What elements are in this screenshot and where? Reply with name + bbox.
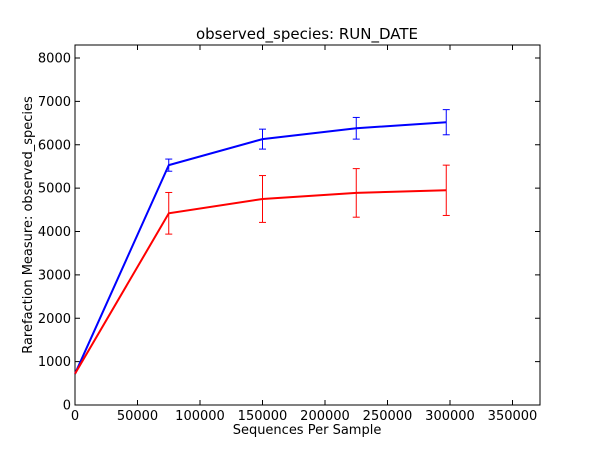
plot-frame bbox=[74, 44, 541, 406]
y-tick-label-2: 2000 bbox=[38, 312, 71, 327]
y-tick-label-3: 3000 bbox=[38, 268, 71, 283]
y-tick-label-4: 4000 bbox=[38, 225, 71, 240]
y-tick-label-5: 5000 bbox=[38, 182, 71, 197]
x-tick-label-0: 0 bbox=[71, 409, 79, 424]
x-tick-label-1: 50000 bbox=[117, 409, 158, 424]
x-tick-label-2: 100000 bbox=[175, 409, 225, 424]
x-tick-label-3: 150000 bbox=[238, 409, 288, 424]
x-axis-label: Sequences Per Sample bbox=[233, 423, 382, 438]
x-tick-label-7: 350000 bbox=[488, 409, 538, 424]
chart-title: observed_species: RUN_DATE bbox=[196, 25, 418, 44]
x-tick-label-4: 200000 bbox=[300, 409, 350, 424]
series-0-line bbox=[74, 121, 447, 375]
plot-area: 0 50000 100000 150000 200000 250000 300000 3500… bbox=[38, 44, 541, 424]
y-tick-label-6: 6000 bbox=[38, 138, 71, 153]
y-tick-label-0: 0 bbox=[63, 399, 71, 414]
x-tick-label-6: 300000 bbox=[425, 409, 475, 424]
x-tick-label-5: 250000 bbox=[363, 409, 413, 424]
y-tick-label-8: 8000 bbox=[38, 52, 71, 67]
y-axis-label: Rarefaction Measure: observed_species bbox=[21, 96, 36, 354]
series-1-line bbox=[74, 189, 447, 375]
y-tick-label-7: 7000 bbox=[38, 95, 71, 110]
y-tick-label-1: 1000 bbox=[38, 355, 71, 370]
